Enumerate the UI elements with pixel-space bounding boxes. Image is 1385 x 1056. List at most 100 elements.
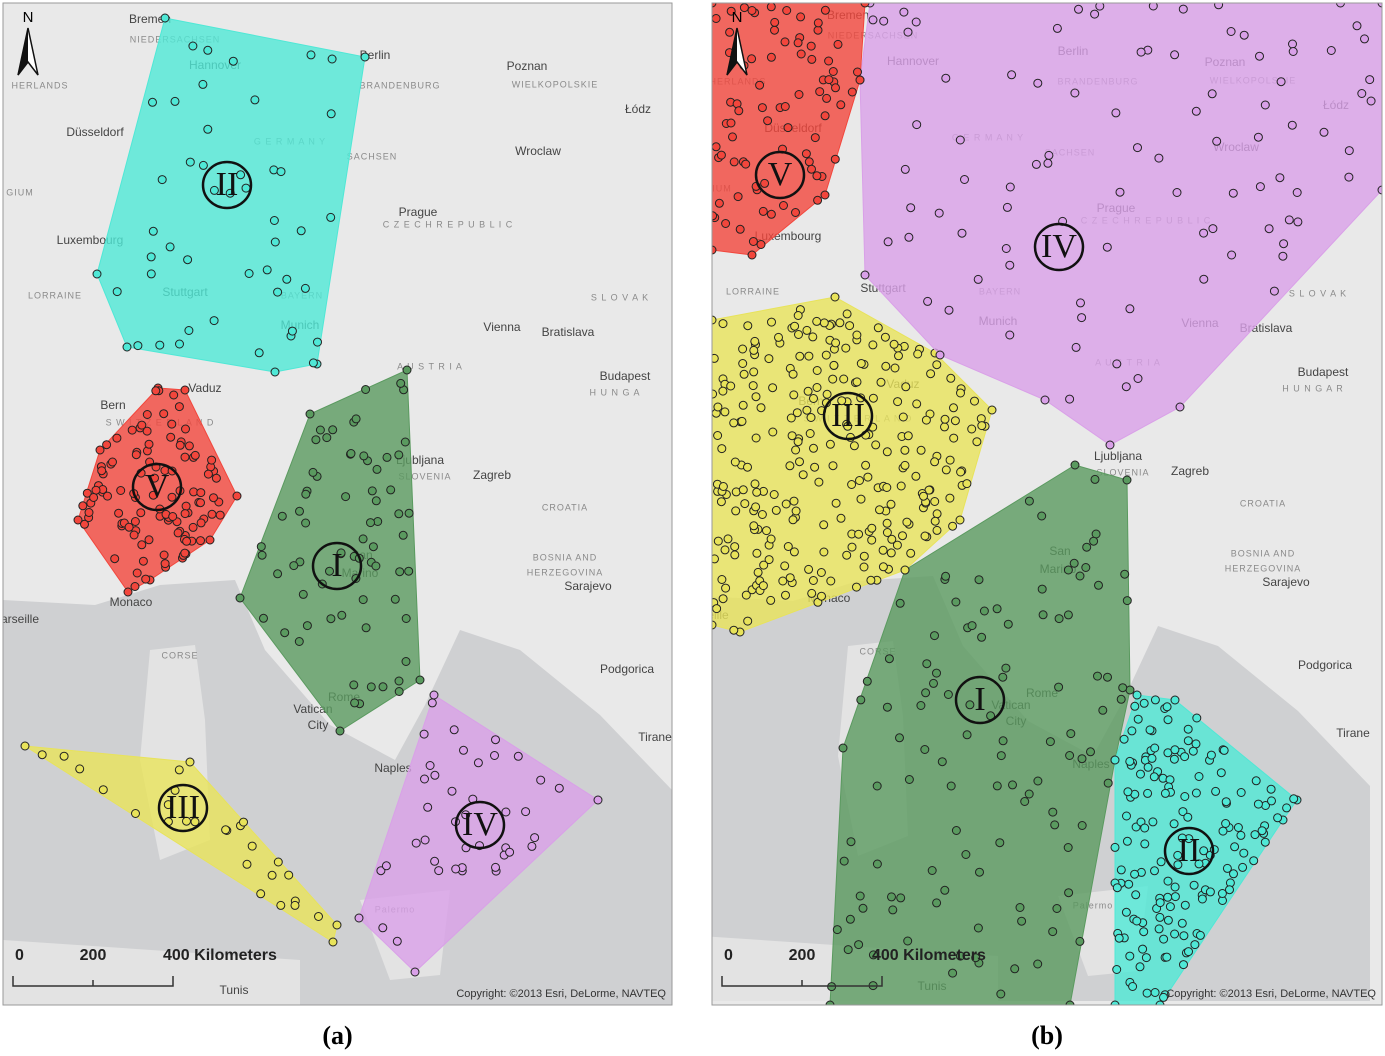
cluster-point bbox=[349, 680, 359, 690]
cluster-point bbox=[326, 212, 336, 222]
cluster-point bbox=[962, 730, 972, 740]
cluster-point bbox=[806, 41, 816, 51]
cluster-point bbox=[944, 305, 954, 315]
cluster-point bbox=[1130, 701, 1140, 711]
cluster-point bbox=[912, 399, 922, 409]
cluster-point bbox=[946, 373, 956, 383]
cluster-point bbox=[396, 378, 406, 388]
cluster-point bbox=[831, 498, 841, 508]
cluster-point bbox=[196, 518, 206, 528]
cluster-point bbox=[913, 349, 923, 359]
cluster-point bbox=[196, 498, 205, 508]
place-label: Tirane bbox=[638, 730, 672, 744]
cluster-label: V bbox=[145, 468, 170, 505]
cluster-point bbox=[822, 93, 832, 103]
cluster-point bbox=[136, 508, 146, 518]
cluster-point bbox=[804, 351, 814, 361]
cluster-point bbox=[1278, 251, 1288, 261]
cluster-point bbox=[84, 508, 94, 517]
cluster-point bbox=[1226, 27, 1236, 36]
place-label: Budapest bbox=[1298, 365, 1349, 379]
cluster-point bbox=[203, 45, 213, 55]
cluster-point bbox=[1225, 885, 1234, 895]
cluster-point bbox=[188, 522, 198, 532]
cluster-point bbox=[974, 575, 984, 585]
cluster-point bbox=[1125, 756, 1135, 766]
cluster-point bbox=[165, 242, 175, 252]
cluster-point bbox=[89, 493, 99, 502]
cluster-point bbox=[893, 397, 903, 407]
cluster-point bbox=[133, 341, 143, 351]
cluster-point bbox=[382, 452, 392, 462]
cluster-point bbox=[721, 219, 731, 228]
cluster-point bbox=[1116, 865, 1126, 875]
cluster-point bbox=[1105, 440, 1115, 450]
cluster-point bbox=[75, 764, 85, 774]
place-label: Budapest bbox=[600, 369, 651, 383]
cluster-point bbox=[793, 437, 803, 447]
cluster-point bbox=[1155, 1000, 1165, 1005]
cluster-point bbox=[720, 545, 730, 555]
cluster-point bbox=[901, 382, 911, 392]
place-label: LORRAINE bbox=[726, 286, 780, 296]
cluster-point bbox=[1255, 51, 1264, 61]
cluster-point bbox=[764, 555, 774, 565]
cluster-point bbox=[861, 460, 871, 470]
cluster-point bbox=[780, 561, 790, 571]
cluster-point bbox=[1352, 21, 1362, 31]
cluster-point bbox=[473, 758, 483, 768]
cluster-point bbox=[730, 542, 740, 552]
cluster-point bbox=[270, 367, 280, 377]
place-label: Düsseldorf bbox=[66, 125, 124, 139]
cluster-point bbox=[831, 338, 841, 348]
cluster-circle bbox=[201, 160, 253, 210]
cluster-point bbox=[892, 540, 902, 550]
cluster-point bbox=[836, 100, 846, 110]
cluster-point bbox=[1150, 988, 1160, 997]
cluster-point bbox=[882, 702, 892, 712]
cluster-point bbox=[1005, 330, 1015, 340]
cluster-point bbox=[1133, 374, 1143, 383]
cluster-point bbox=[973, 274, 983, 284]
cluster-point bbox=[1154, 924, 1164, 934]
cluster-point bbox=[829, 360, 839, 370]
cluster-point bbox=[185, 157, 195, 167]
cluster-point bbox=[751, 433, 761, 443]
cluster-point bbox=[404, 566, 414, 576]
cluster-point bbox=[1163, 876, 1173, 886]
cluster-point bbox=[859, 551, 869, 561]
cluster-point bbox=[1119, 734, 1129, 744]
cluster-point bbox=[1180, 752, 1190, 762]
cluster-point bbox=[228, 56, 238, 66]
cluster-point bbox=[900, 445, 910, 455]
cluster-point bbox=[209, 185, 219, 195]
cluster-point bbox=[712, 315, 717, 325]
cluster-point bbox=[791, 445, 801, 455]
cluster-point bbox=[987, 405, 997, 415]
cluster-point bbox=[1112, 359, 1122, 369]
cluster-point bbox=[752, 487, 762, 497]
cluster-point bbox=[1170, 695, 1180, 705]
cluster-point bbox=[810, 462, 820, 472]
cluster-point bbox=[783, 542, 793, 551]
cluster-point bbox=[856, 359, 866, 368]
cluster-point bbox=[1098, 705, 1108, 715]
cluster-point bbox=[838, 743, 848, 753]
cluster-point bbox=[1112, 883, 1122, 893]
cluster-point bbox=[159, 409, 169, 419]
cluster-point bbox=[1077, 313, 1087, 323]
cluster-point bbox=[1115, 187, 1125, 197]
cluster-point bbox=[1150, 743, 1160, 753]
cluster-point bbox=[992, 781, 1002, 791]
cluster-point bbox=[950, 416, 960, 426]
cluster-point bbox=[970, 396, 979, 406]
cluster-point bbox=[1159, 992, 1168, 1002]
cluster-point bbox=[795, 457, 804, 467]
cluster-point bbox=[921, 688, 931, 698]
cluster-point bbox=[882, 483, 892, 492]
cluster-point bbox=[911, 17, 921, 27]
cluster-point bbox=[729, 418, 739, 428]
cluster-point bbox=[748, 381, 758, 391]
cluster-point bbox=[731, 506, 741, 516]
cluster-point bbox=[108, 457, 117, 467]
